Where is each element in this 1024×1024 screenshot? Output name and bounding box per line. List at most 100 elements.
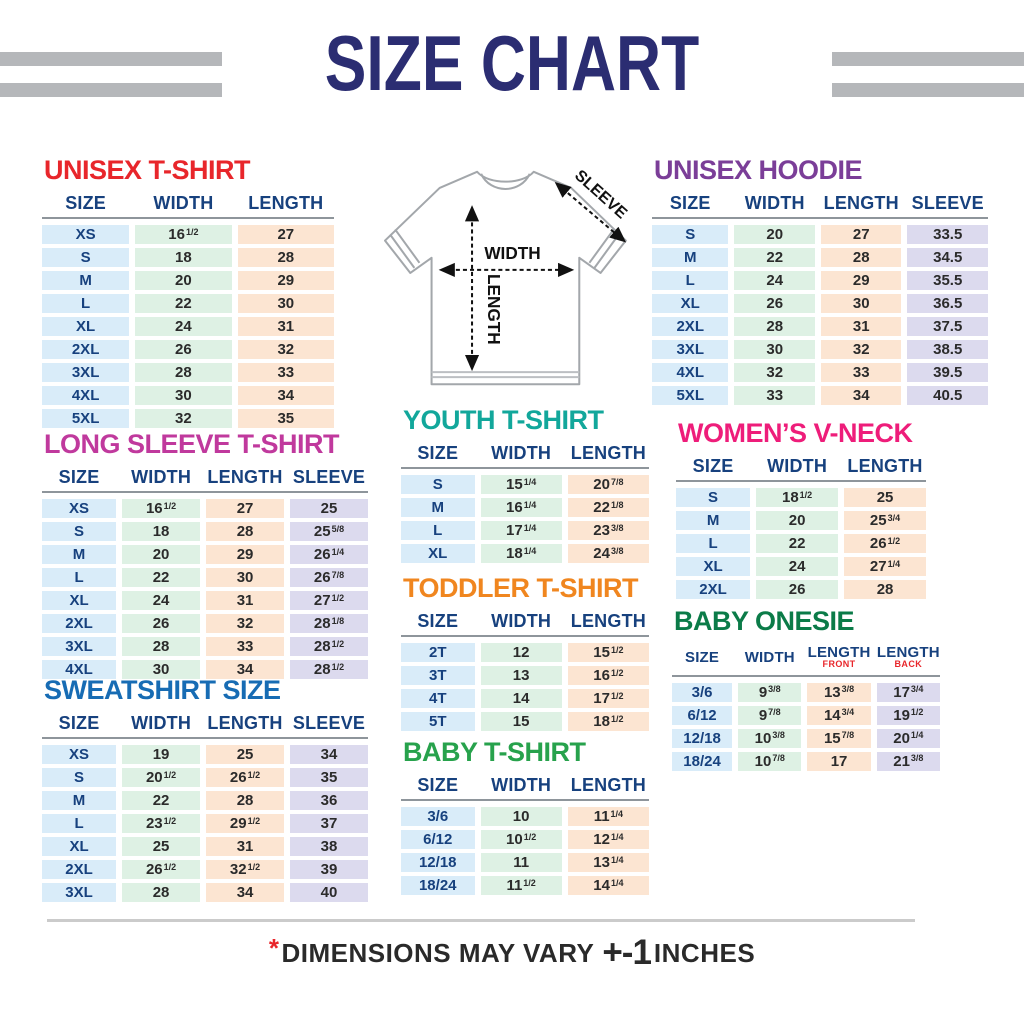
table-row: XS 19 25 34 xyxy=(42,745,368,764)
value-cell: 26 xyxy=(756,580,839,599)
size-cell: 5XL xyxy=(42,409,130,428)
column-header: WIDTH xyxy=(491,611,552,631)
value-cell: 40.5 xyxy=(907,386,988,405)
value-cell: 18 1/4 xyxy=(480,544,562,563)
value-cell: 26 1/2 xyxy=(206,768,285,787)
table-youth-t-shirt: YOUTH T-SHIRT SIZE WIDTH LENGTH S 15 1/4 20 7/8 M… xyxy=(401,407,649,563)
table-row: 2XL 26 28 xyxy=(676,580,926,599)
footnote: *DIMENSIONS MAY VARY +-1 INCHES xyxy=(0,933,1024,973)
value-cell: 39.5 xyxy=(907,363,988,382)
value-cell: 17 1/2 xyxy=(567,689,649,708)
column-header: LENGTH xyxy=(207,467,283,487)
column-subheader: BACK xyxy=(894,659,923,669)
table-row: M 20 25 3/4 xyxy=(676,511,926,530)
size-cell: M xyxy=(652,248,729,267)
value-cell: 37 xyxy=(290,814,368,833)
size-cell: M xyxy=(42,545,117,564)
column-header: SLEEVE xyxy=(911,193,984,213)
table-row: 5T 15 18 1/2 xyxy=(401,712,649,731)
stripe-bar xyxy=(0,52,222,66)
column-header: SIZE xyxy=(669,193,711,213)
table-body: XS 19 25 34 S 20 1/2 26 1/2 35 M 22 28 36 L 23 1/2 29 1/2 3… xyxy=(42,745,368,902)
value-cell: 12 xyxy=(480,643,562,662)
table-baby-t-shirt: BABY T-SHIRT SIZE WIDTH LENGTH 3/6 10 11 1/4 6/1… xyxy=(401,739,649,895)
value-cell: 25 3/4 xyxy=(844,511,926,530)
hem-lines xyxy=(431,371,580,379)
footnote-tolerance: +-1 xyxy=(602,933,652,972)
column-header: SIZE xyxy=(65,193,106,213)
table-header-row: SIZE WIDTH LENGTH xyxy=(401,776,649,801)
value-cell: 30 xyxy=(206,568,285,587)
column-header: LENGTH xyxy=(570,443,646,463)
value-cell: 25 xyxy=(206,745,285,764)
value-cell: 25 xyxy=(122,837,201,856)
size-cell: 12/18 xyxy=(401,853,475,872)
width-label: WIDTH xyxy=(484,243,540,263)
size-cell: L xyxy=(676,534,751,553)
value-cell: 28 1/2 xyxy=(290,660,368,679)
size-cell: L xyxy=(652,271,729,290)
size-cell: XS xyxy=(42,499,117,518)
value-cell: 14 xyxy=(480,689,562,708)
size-cell: 12/18 xyxy=(672,728,733,748)
table-row: XL 24 31 27 1/2 xyxy=(42,591,368,610)
column-header: LENGTH xyxy=(570,775,646,795)
tshirt-outline xyxy=(384,170,627,386)
value-cell: 26 xyxy=(734,294,815,313)
table-header-row: SIZE WIDTH LENGTH xyxy=(42,194,334,219)
value-cell: 38.5 xyxy=(907,340,988,359)
value-cell: 35.5 xyxy=(907,271,988,290)
table-row: 18/24 10 7/8 17 21 3/8 xyxy=(672,751,940,771)
size-cell: M xyxy=(401,498,475,517)
value-cell: 14 3/4 xyxy=(807,705,871,725)
value-cell: 34 xyxy=(206,883,285,902)
value-cell: 35 xyxy=(237,409,334,428)
size-cell: L xyxy=(42,294,130,313)
value-cell: 29 1/2 xyxy=(206,814,285,833)
column-header: LENGTH xyxy=(207,713,283,733)
table-toddler-t-shirt: TODDLER T-SHIRT SIZE WIDTH LENGTH 2T 12 15 1/2 3… xyxy=(401,575,649,731)
table-row: M 16 1/4 22 1/8 xyxy=(401,498,649,517)
size-cell: XS xyxy=(42,745,117,764)
table-row: XS 16 1/2 27 25 xyxy=(42,499,368,518)
table-row: 2XL 26 32 28 1/8 xyxy=(42,614,368,633)
value-cell: 11 1/2 xyxy=(480,876,562,895)
value-cell: 38 xyxy=(290,837,368,856)
size-cell: S xyxy=(42,768,117,787)
value-cell: 28 xyxy=(206,791,285,810)
value-cell: 24 xyxy=(135,317,232,336)
column-header: SIZE xyxy=(692,456,734,476)
column-header: SIZE xyxy=(417,775,459,795)
value-cell: 23 3/8 xyxy=(567,521,649,540)
table-title: BABY T-SHIRT xyxy=(403,737,586,767)
value-cell: 14 1/4 xyxy=(567,876,649,895)
table-row: XL 18 1/4 24 3/8 xyxy=(401,544,649,563)
value-cell: 30 xyxy=(820,294,902,313)
value-cell: 26 1/2 xyxy=(844,534,926,553)
value-cell: 23 1/2 xyxy=(122,814,201,833)
value-cell: 22 xyxy=(756,534,839,553)
value-cell: 28 1/8 xyxy=(290,614,368,633)
value-cell: 11 xyxy=(480,853,562,872)
size-cell: XS xyxy=(42,225,130,244)
size-cell: S xyxy=(676,488,751,507)
table-row: 4XL 30 34 28 1/2 xyxy=(42,660,368,679)
stripe-bar xyxy=(832,83,1024,97)
size-cell: 3XL xyxy=(42,637,117,656)
table-body: 3/6 10 11 1/4 6/12 10 1/2 12 1/4 12/18 11 13 1/4 18/2… xyxy=(401,807,649,895)
tshirt-diagram: WIDTH LENGTH SLEEVE xyxy=(384,166,631,386)
value-cell: 34 xyxy=(237,386,334,405)
column-header: SIZE xyxy=(58,713,100,733)
table-title: LONG SLEEVE T-SHIRT xyxy=(44,429,340,459)
column-header: SIZE xyxy=(684,648,720,666)
column-header: LENGTH FRONT xyxy=(807,644,871,669)
table-row: L 23 1/2 29 1/2 37 xyxy=(42,814,368,833)
value-cell: 24 3/8 xyxy=(567,544,649,563)
table-long-sleeve-t-shirt: LONG SLEEVE T-SHIRT SIZE WIDTH LENGTH SLEEVE… xyxy=(42,431,368,679)
table-header-row: SIZE WIDTH LENGTH SLEEVE xyxy=(42,714,368,739)
table-womens-v-neck: WOMEN’S V-NECK SIZE WIDTH LENGTH S 18 1/2 25 M 20… xyxy=(676,420,926,599)
column-header: SIZE xyxy=(417,443,459,463)
size-cell: 2T xyxy=(401,643,475,662)
value-cell: 34.5 xyxy=(907,248,988,267)
table-sweatshirt-size: SWEATSHIRT SIZE SIZE WIDTH LENGTH SLEEVE XS 19… xyxy=(42,677,368,902)
